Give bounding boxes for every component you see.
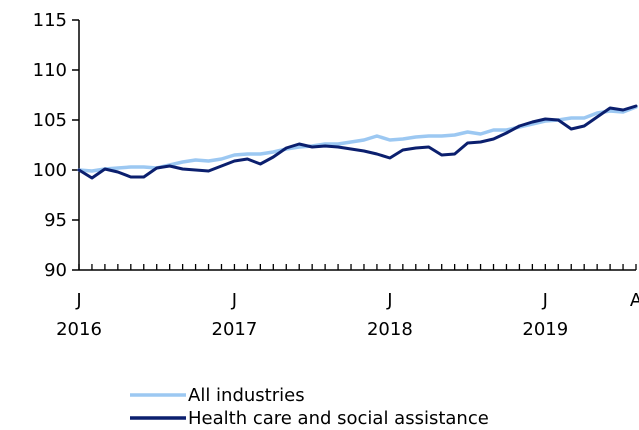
y-tick-label: 95 (44, 210, 67, 231)
x-tick-label-month: J (542, 290, 548, 311)
y-tick-label: 105 (33, 110, 67, 131)
x-tick-label-year: 2019 (522, 319, 568, 340)
legend-label: All industries (188, 385, 305, 406)
y-tick-label: 90 (44, 260, 67, 281)
x-tick-label-month: J (75, 290, 81, 311)
series-line-health-care (77, 104, 638, 180)
x-tick-label-year: 2017 (212, 319, 258, 340)
x-axis: J 2016 J 2017 J 2018 J 2019 A (56, 264, 639, 340)
x-tick-label-month: J (386, 290, 392, 311)
x-tick-label-month: A (630, 290, 639, 311)
x-tick-label-year: 2018 (367, 319, 413, 340)
legend-label: Health care and social assistance (188, 408, 489, 429)
y-tick-label: 115 (33, 10, 67, 31)
y-axis: 90 95 100 105 110 115 (33, 10, 80, 281)
series-lines (77, 104, 638, 180)
x-tick-label-month: J (231, 290, 237, 311)
y-tick-label: 110 (33, 60, 67, 81)
series-line-all-industries (77, 105, 638, 173)
y-tick-label: 100 (33, 160, 67, 181)
x-tick-label-year: 2016 (56, 319, 102, 340)
